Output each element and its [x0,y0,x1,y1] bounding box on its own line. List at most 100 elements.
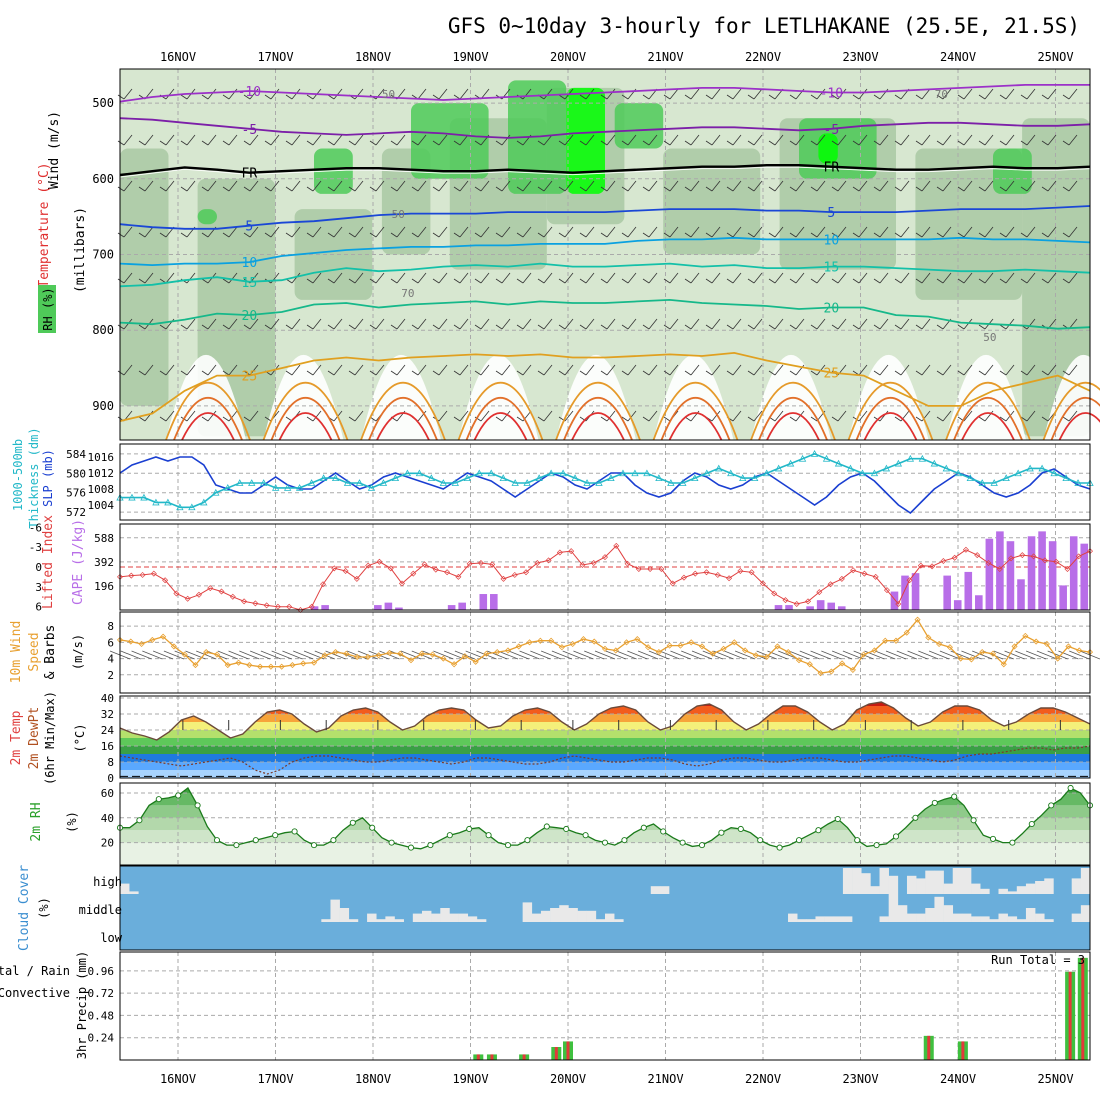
date-label-bottom: 24NOV [940,1072,976,1086]
wind-barb-flag [684,94,692,100]
thickness-point [906,454,915,462]
wind-barb [774,364,784,376]
wind-barb [354,410,364,422]
wind-barb-flag [726,278,734,284]
series-line [119,456,1091,515]
wind-barb [585,364,595,376]
rh-point [407,844,415,851]
rh-point [854,837,861,844]
wind-barb-flag [180,94,188,100]
wind-barb [774,226,784,238]
isotherm-5 [119,205,1091,230]
wind-speed-point [116,636,124,644]
cape-tick: 196 [94,580,114,593]
thickness-point [679,479,687,486]
wind-barb [501,318,511,330]
cloud-middle-bar [595,919,606,922]
wind-barb-flag [243,416,251,422]
wind-barb-flag [264,232,272,238]
date-label-bottom: 25NOV [1037,1072,1073,1086]
wind-speed-point [1011,643,1018,650]
wind-barb [816,134,826,146]
wind-speed-point [957,655,964,662]
wind-barb [1068,88,1078,100]
cape-bar [374,605,382,610]
wind-barb [312,272,322,284]
cloud-middle-bar [888,894,899,922]
wind-speed-point [634,636,641,643]
lifted-index-point [342,567,349,574]
wind-speed-point [623,639,630,646]
thickness-point [762,469,771,477]
slp-tick: 1004 [88,499,115,512]
wind-speed-point [289,661,296,669]
cloud-middle-bar [531,913,542,922]
wind-barb [669,364,679,376]
wind-barb-flag [705,370,713,376]
thickness-point [703,469,711,477]
cloud-middle-bar [897,905,908,922]
cape-bar [806,606,814,610]
wind-barb [690,318,700,330]
slp-tick: 1008 [88,483,115,496]
thickness-point [331,474,340,482]
surface-wind-barb [961,650,982,660]
wind-speed-point [925,634,932,641]
wind-barb-flag [243,232,251,238]
wind-barb-flag [684,186,692,192]
wind-barb-flag [348,232,356,238]
wind-barb [921,226,931,238]
wind-barb-flag [852,140,860,146]
thickness-point [966,474,974,482]
wind-barb [606,364,616,376]
rh-point [737,825,744,833]
wind-barb [753,134,763,146]
wind-barb-flag [264,324,272,330]
wind-barb [123,180,133,192]
wind-barb [417,134,427,146]
wind-barb [711,134,721,146]
surface-wind-barb [670,650,691,660]
wind-barb-flag [285,232,293,238]
wind-barb-flag [999,232,1007,238]
wind-barb [732,88,742,100]
wind-barb [333,318,343,330]
cloud-middle-bar [925,908,935,922]
wind-barb-flag [705,324,713,330]
wind-barb-flag [621,94,629,100]
wind-barb [816,180,826,192]
wind-barb-flag [747,370,755,376]
lifted-index-point [150,570,157,577]
rh-contour-label: 50 [382,88,395,101]
wind-barb [438,226,448,238]
wind-barb [879,134,889,146]
wind-barb [837,318,847,330]
wind-barb [522,226,532,238]
wind-barb-flag [558,94,566,100]
wind-barb [585,180,595,192]
wind-barb [858,364,868,376]
cloud-middle-bar [367,913,377,922]
isotherm-warm-dome [847,381,934,441]
wind-barb-flag [831,278,839,284]
rh-point [660,828,667,835]
surface-wind-barb [454,650,476,660]
wind-barb [354,364,364,376]
wind-barb-flag [558,370,566,376]
rh-moist-area [314,148,353,194]
wind-barb-flag [327,370,335,376]
wind-barb-flag [1041,278,1049,284]
wind10m-panel: 2 4 6 8 10m Wind Speed & Barbs (m/s) [9,611,1100,694]
wind-barb-flag [180,140,188,146]
wind-barb-flag [579,278,587,284]
wind-barb [711,88,721,100]
wind-speed-point [160,633,167,640]
wind-barb [879,364,889,376]
wind-barb-flag [579,94,587,100]
wind-speed-point [936,640,943,648]
pressure-tick: 800 [92,323,114,337]
cloud-high-label: high [93,875,122,889]
rh-moist-area [993,148,1032,194]
lifted-index-point [748,569,755,576]
wind-barb-flag [789,186,797,192]
